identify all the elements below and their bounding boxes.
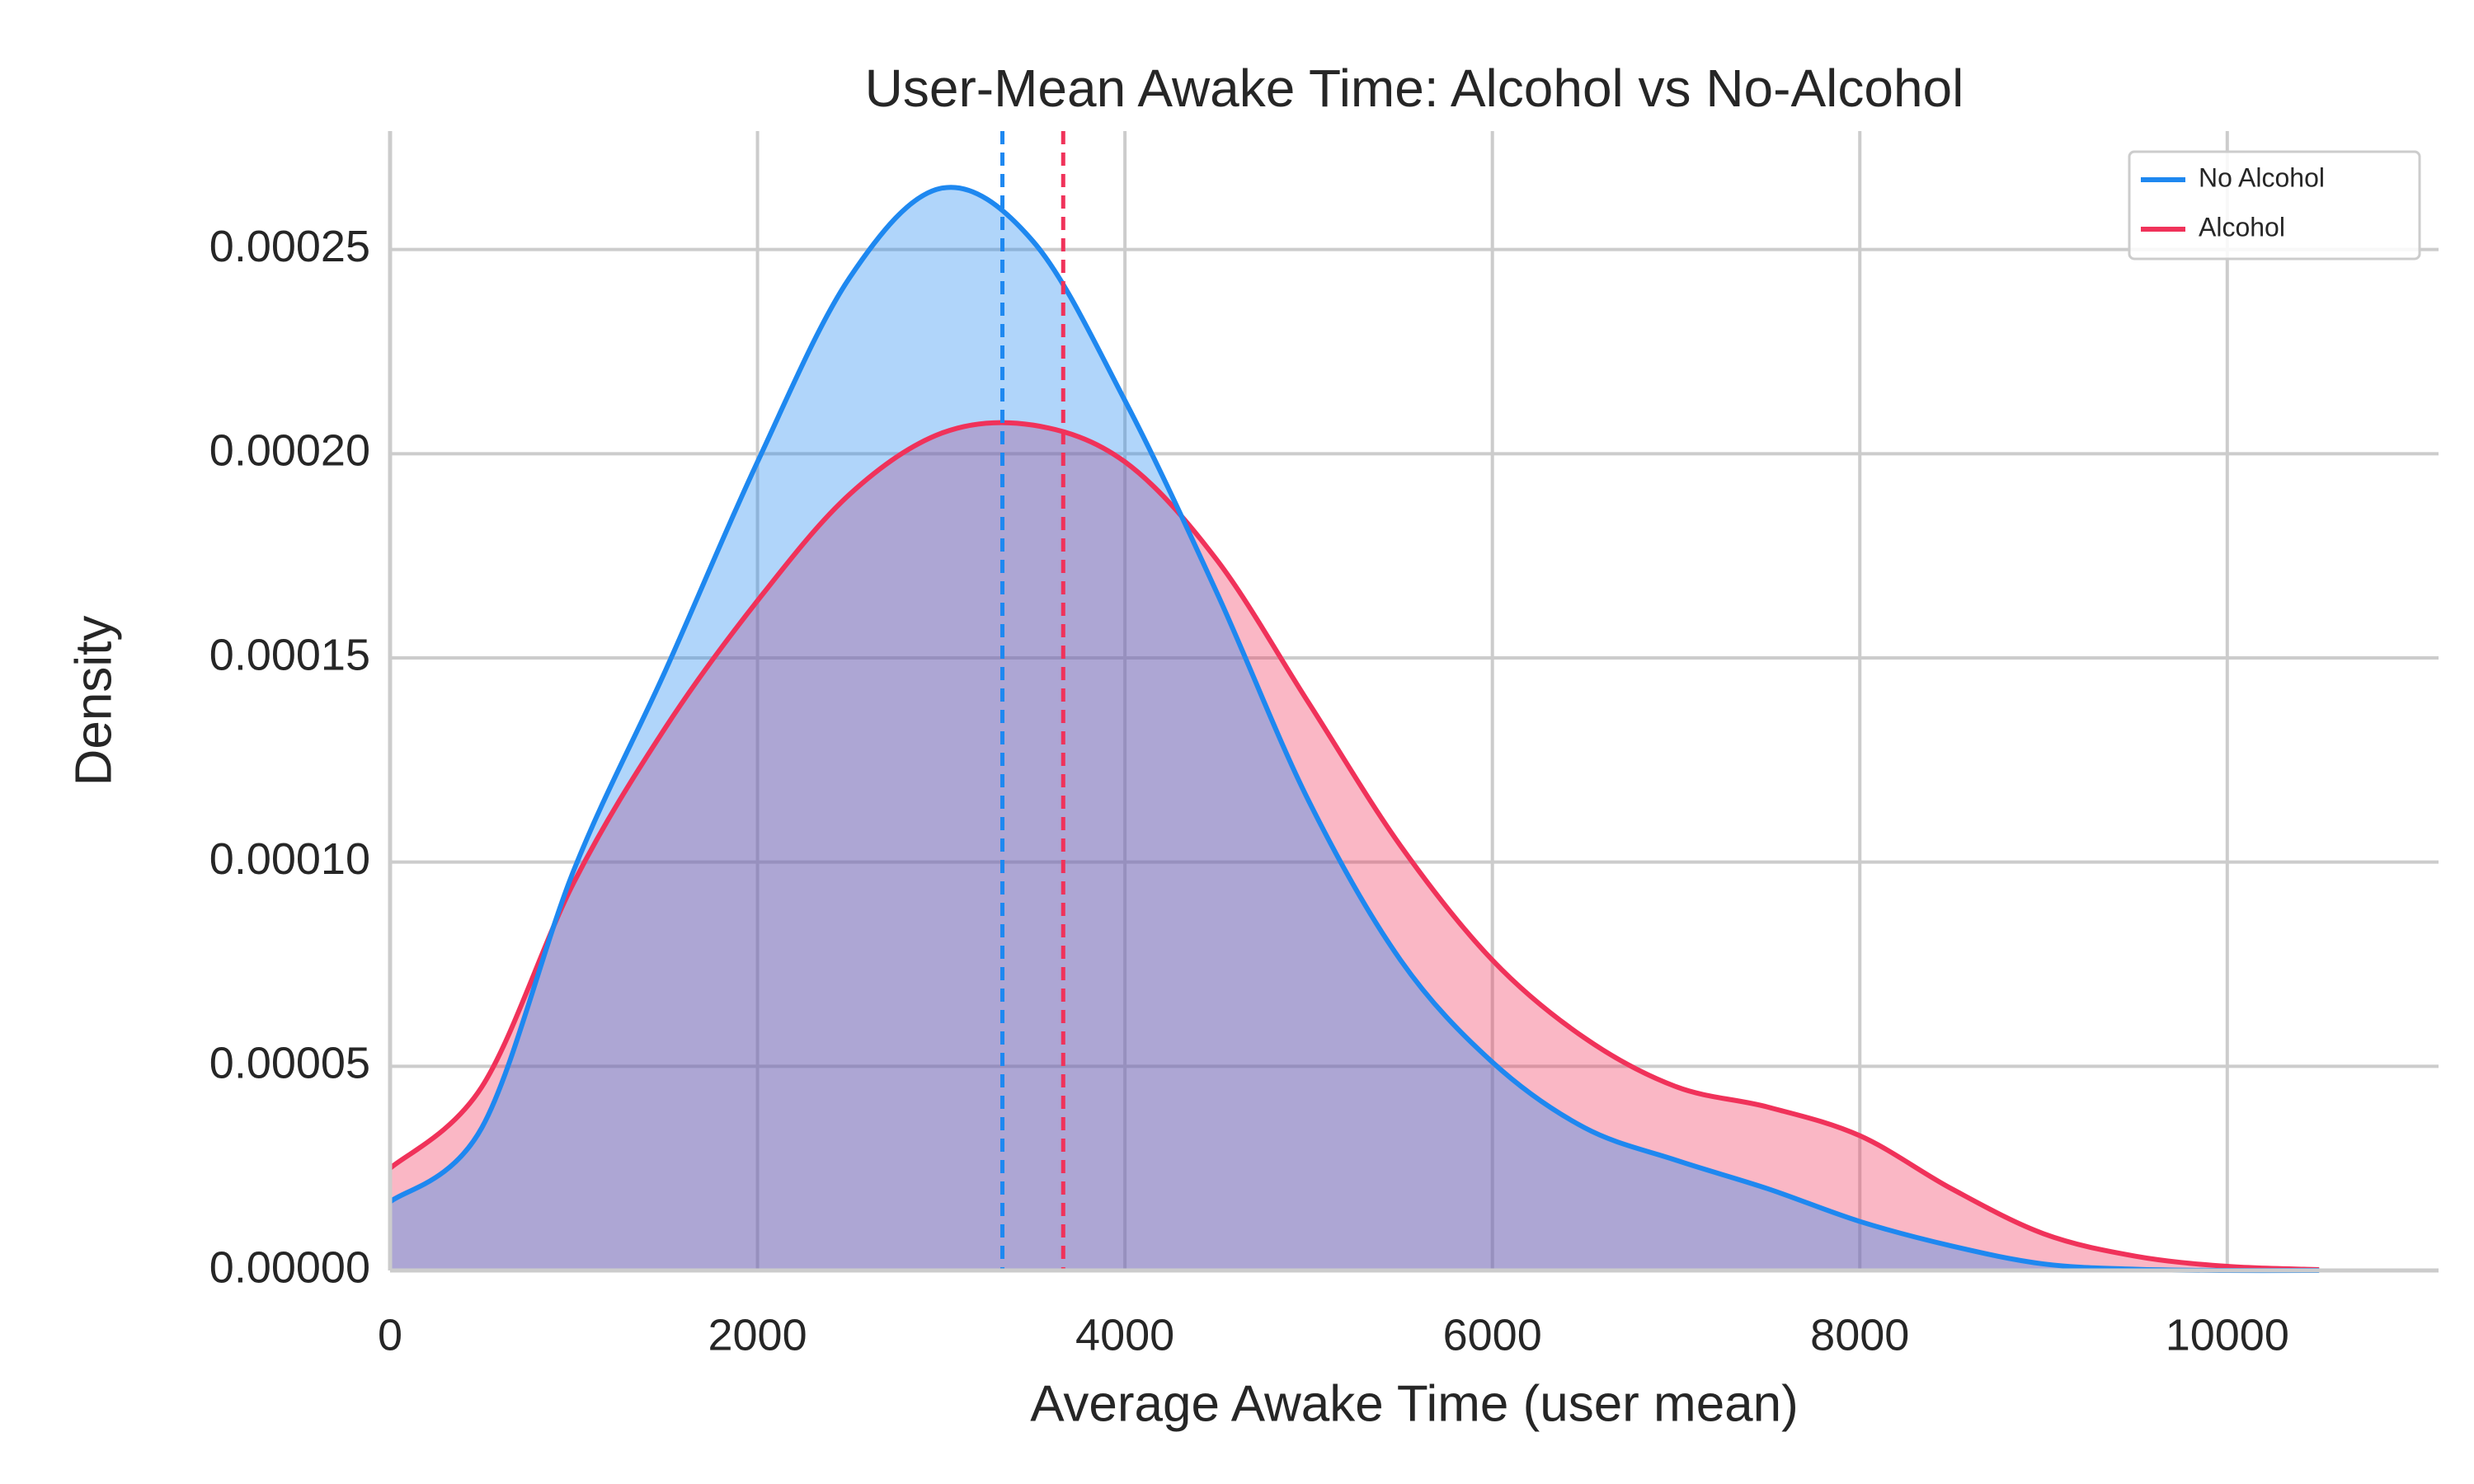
- legend-label: No Alcohol: [2199, 162, 2325, 192]
- density-line: [388, 420, 2320, 1273]
- x-tick-label: 4000: [1075, 1310, 1174, 1360]
- x-tick-label: 0: [378, 1310, 402, 1360]
- x-tick-label: 8000: [1810, 1310, 1909, 1360]
- density-line: [388, 185, 2320, 1274]
- x-axis-label: Average Awake Time (user mean): [1030, 1375, 1799, 1432]
- legend-label: Alcohol: [2199, 212, 2285, 242]
- chart-title: User-Mean Awake Time: Alcohol vs No-Alco…: [865, 59, 1964, 118]
- y-tick-label: 0.00005: [209, 1039, 370, 1088]
- y-tick-label: 0.00000: [209, 1242, 370, 1292]
- x-tick-label: 2000: [708, 1310, 807, 1360]
- legend-box: [2128, 150, 2421, 261]
- y-tick-label: 0.00010: [209, 834, 370, 884]
- y-axis-label: Density: [65, 616, 122, 787]
- y-tick-label: 0.00025: [209, 222, 370, 271]
- x-tick-label: 6000: [1443, 1310, 1542, 1360]
- density-area: [390, 187, 2320, 1271]
- density-area: [390, 422, 2320, 1270]
- x-tick-label: 10000: [2166, 1310, 2289, 1360]
- y-tick-label: 0.00020: [209, 426, 370, 476]
- y-tick-label: 0.00015: [209, 630, 370, 679]
